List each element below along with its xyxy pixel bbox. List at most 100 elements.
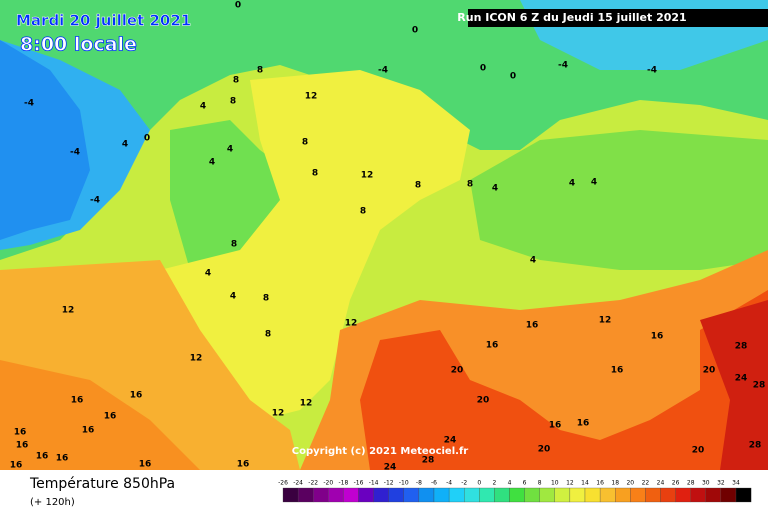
legend-swatch — [343, 487, 359, 503]
contour-label: 16 — [139, 460, 152, 470]
contour-label: 16 — [549, 421, 562, 431]
contour-label: 28 — [735, 342, 748, 352]
contour-label: 16 — [16, 441, 29, 451]
contour-label: 8 — [312, 169, 318, 179]
legend-swatch — [705, 487, 722, 503]
legend-tick: 32 — [717, 480, 725, 487]
contour-label: 16 — [82, 426, 95, 436]
legend-tick: 26 — [672, 480, 680, 487]
contour-label: 4 — [205, 269, 211, 279]
contour-label: 16 — [237, 460, 250, 470]
contour-label: 4 — [209, 158, 215, 168]
contour-label: 16 — [486, 341, 499, 351]
legend-tick: 10 — [551, 480, 559, 487]
contour-label: 8 — [467, 180, 473, 190]
contour-label: 12 — [62, 306, 75, 316]
contour-label: 8 — [302, 138, 308, 148]
legend-swatch — [735, 487, 752, 503]
legend-swatch — [645, 487, 661, 503]
legend-swatch — [297, 487, 314, 503]
legend-swatch — [539, 487, 555, 503]
legend-tick: 16 — [596, 480, 604, 487]
legend-tick: 0 — [477, 480, 481, 487]
contour-label: 16 — [36, 452, 49, 462]
legend-swatch — [313, 487, 329, 503]
contour-label: 20 — [703, 366, 716, 376]
legend-swatch — [675, 487, 691, 503]
legend-tick: 4 — [508, 480, 512, 487]
legend-swatch — [282, 487, 299, 503]
contour-label: 12 — [361, 171, 374, 181]
legend-swatch — [554, 487, 571, 503]
legend-tick: 20 — [626, 480, 634, 487]
legend-tick: 28 — [687, 480, 695, 487]
zone-yellow — [160, 70, 470, 420]
zone-red — [360, 290, 768, 470]
legend-swatch — [464, 487, 480, 503]
legend-swatch — [630, 487, 646, 503]
contour-label: 4 — [122, 140, 128, 150]
contour-label: 12 — [345, 319, 358, 329]
legend-swatch — [599, 487, 616, 503]
contour-label: 20 — [538, 445, 551, 455]
contour-label: 0 — [144, 134, 150, 144]
legend-swatch — [660, 487, 676, 503]
contour-label: 12 — [305, 92, 318, 102]
contour-label: 16 — [651, 332, 664, 342]
contour-label: -4 — [647, 66, 657, 76]
contour-label: 12 — [190, 354, 203, 364]
contour-label: 0 — [235, 1, 241, 11]
legend-swatch — [615, 487, 631, 503]
legend-swatch — [509, 487, 525, 503]
legend-tick: 34 — [732, 480, 740, 487]
legend-swatch — [448, 487, 465, 503]
contour-label: -4 — [90, 196, 100, 206]
contour-label: 16 — [10, 461, 23, 471]
contour-label: 8 — [265, 330, 271, 340]
legend-tick: 24 — [657, 480, 665, 487]
legend-tick: -6 — [431, 480, 437, 487]
contour-label: 8 — [415, 181, 421, 191]
contour-label: 8 — [233, 76, 239, 86]
zone-cool — [0, 0, 768, 260]
contour-label: 20 — [451, 366, 464, 376]
legend-tick: -20 — [323, 480, 333, 487]
legend-tick: -14 — [369, 480, 379, 487]
contour-label: -4 — [24, 99, 34, 109]
contour-label: 0 — [412, 26, 418, 36]
contour-label: 8 — [231, 240, 237, 250]
contour-label: 28 — [749, 441, 762, 451]
legend-swatch — [433, 487, 450, 503]
contour-label: -4 — [558, 61, 568, 71]
contour-label: 4 — [530, 256, 536, 266]
legend-tick: -2 — [461, 480, 467, 487]
contour-label: -4 — [70, 148, 80, 158]
legend-swatch — [328, 487, 344, 503]
legend-swatch — [403, 487, 420, 503]
legend-tick: -22 — [308, 480, 318, 487]
contour-label: 28 — [753, 381, 766, 391]
contour-label: 24 — [444, 436, 457, 446]
contour-label: 20 — [692, 446, 705, 456]
legend-tick: -8 — [416, 480, 422, 487]
contour-label: 16 — [71, 396, 84, 406]
legend-tick: 6 — [523, 480, 527, 487]
legend-tick: 14 — [581, 480, 589, 487]
contour-label: 8 — [360, 207, 366, 217]
legend-tick: -24 — [293, 480, 303, 487]
time: 8:00 locale — [20, 34, 137, 56]
legend-swatch — [524, 487, 540, 503]
contour-label: 4 — [569, 179, 575, 189]
legend-tick: -16 — [354, 480, 364, 487]
contour-label: 20 — [477, 396, 490, 406]
contour-label: 16 — [611, 366, 624, 376]
contour-label: 4 — [230, 292, 236, 302]
contour-label: 16 — [526, 321, 539, 331]
legend-swatch — [479, 487, 495, 503]
contour-label: 8 — [230, 97, 236, 107]
zone-hot — [700, 300, 768, 470]
legend-subtitle: (+ 120h) — [30, 497, 75, 508]
contour-label: 4 — [200, 102, 206, 112]
legend-tick: -12 — [384, 480, 394, 487]
